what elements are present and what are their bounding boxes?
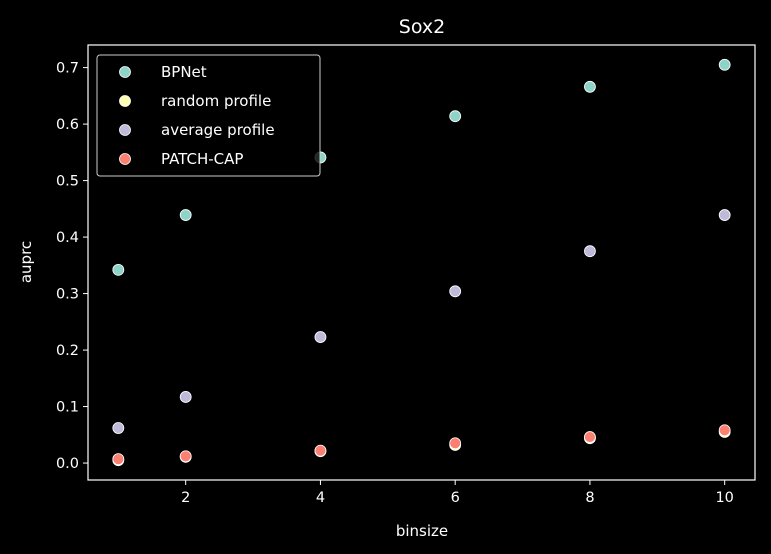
data-point-average-profile (449, 285, 462, 298)
y-tick-label: 0.2 (56, 343, 79, 359)
data-point-patch-cap (314, 444, 327, 457)
data-point-bpnet (718, 58, 731, 71)
data-point-bpnet (449, 110, 462, 123)
legend-label-patch-cap: PATCH-CAP (161, 150, 243, 168)
legend-marker-bpnet (119, 66, 131, 78)
data-point-bpnet (584, 80, 596, 93)
x-axis-ticks: 2 4 6 8 10 (181, 480, 734, 506)
data-point-bpnet (112, 263, 125, 276)
x-tick-label: 4 (316, 490, 325, 506)
data-points (112, 58, 731, 467)
y-tick-label: 0.1 (56, 400, 79, 416)
data-point-average-profile (112, 422, 125, 434)
plot-frame (87, 44, 756, 481)
data-point-patch-cap (584, 431, 596, 443)
legend-marker-average-profile (119, 124, 131, 136)
y-tick-label: 0.7 (56, 61, 79, 77)
y-axis-ticks: 0.0 0.1 0.2 0.3 0.4 0.5 0.6 0.7 (56, 61, 88, 472)
legend-label-average-profile: average profile (161, 121, 275, 139)
x-tick-label: 10 (715, 490, 733, 506)
legend-box (96, 54, 321, 177)
x-axis-label: binsize (396, 522, 448, 540)
data-point-patch-cap (112, 453, 125, 465)
x-tick-label: 2 (181, 490, 190, 506)
legend-label-random-profile: random profile (161, 92, 271, 110)
legend-label-bpnet: BPNet (161, 63, 207, 81)
y-tick-label: 0.3 (56, 287, 79, 303)
data-point-patch-cap (179, 450, 192, 463)
data-point-average-profile (584, 245, 596, 258)
x-tick-label: 8 (585, 490, 594, 506)
x-tick-label: 6 (451, 490, 460, 506)
data-point-average-profile (718, 209, 731, 221)
data-point-average-profile (314, 331, 327, 343)
data-point-patch-cap (718, 424, 731, 437)
legend: BPNet random profile average profile PATCH-… (96, 54, 321, 177)
y-tick-label: 0.6 (56, 117, 79, 133)
data-point-patch-cap (449, 437, 462, 450)
y-tick-label: 0.0 (56, 456, 79, 472)
chart-title: Sox2 (399, 16, 445, 38)
legend-marker-patch-cap (119, 153, 131, 165)
data-point-average-profile (179, 391, 192, 403)
legend-marker-random-profile (119, 95, 131, 107)
y-axis-label: auprc (17, 241, 35, 283)
y-tick-label: 0.5 (56, 174, 79, 190)
y-tick-label: 0.4 (56, 230, 79, 246)
data-point-bpnet (179, 209, 192, 221)
